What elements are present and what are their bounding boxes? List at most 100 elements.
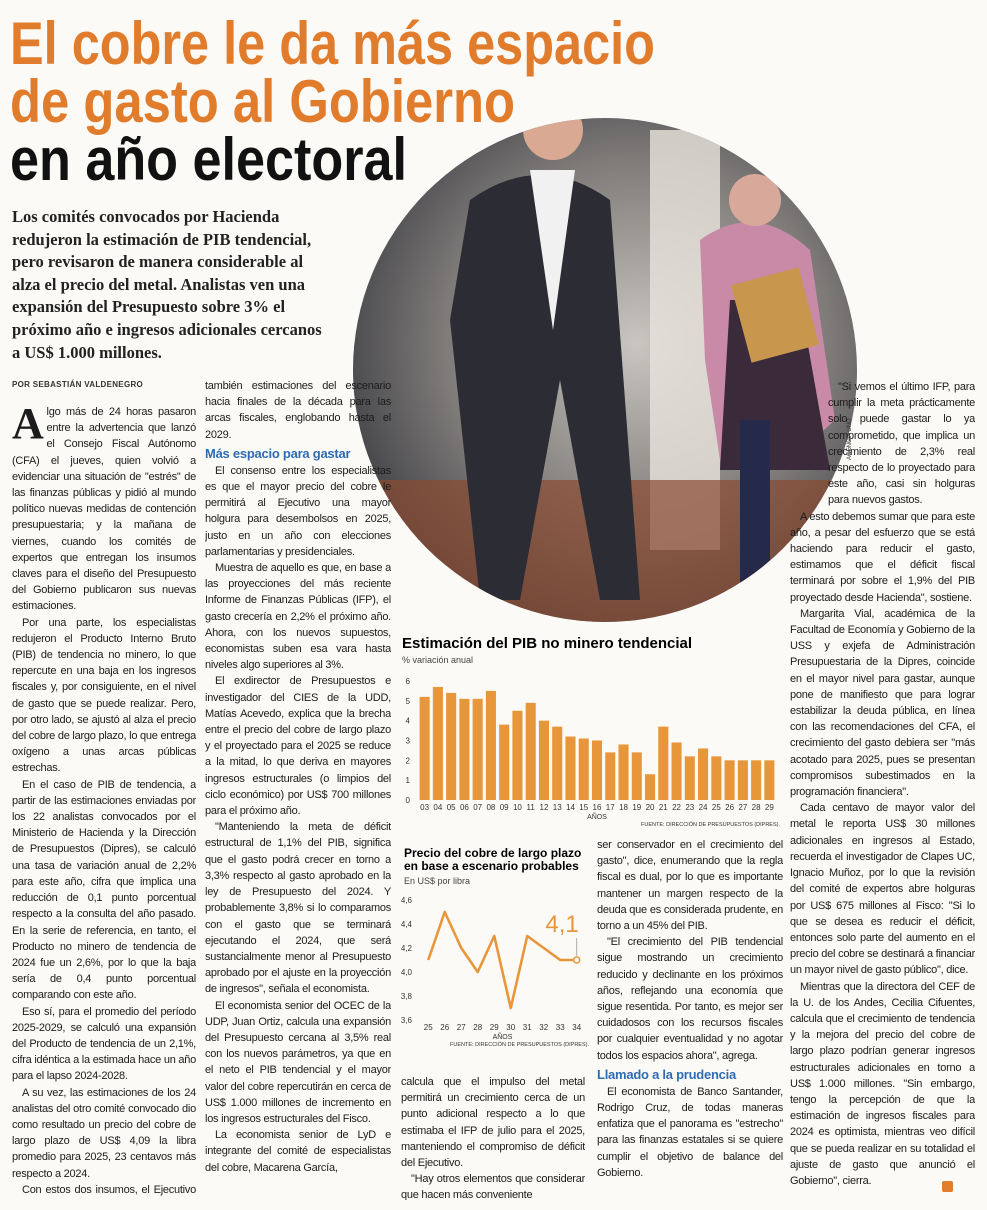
x-tick-label: 13	[553, 803, 562, 812]
x-tick-label: 26	[725, 803, 734, 812]
x-tick-label: 22	[672, 803, 681, 812]
headline-line: de gasto al Gobierno	[10, 68, 515, 135]
x-tick-label: 23	[685, 803, 694, 812]
paragraph: Por una parte, los especialistas redujer…	[12, 616, 196, 775]
x-tick-label: 21	[659, 803, 668, 812]
paragraph: El economista senior del OCEC de la UDP,…	[205, 999, 391, 1125]
x-axis-label: AÑOS	[587, 812, 607, 821]
bar	[459, 698, 470, 800]
x-tick-label: 29	[765, 803, 774, 812]
x-tick-label: 17	[606, 803, 615, 812]
paragraph: también estimaciones del escenario hacia…	[205, 380, 391, 441]
byline: POR SEBASTIÁN VALDENEGRO	[12, 380, 144, 389]
paragraph: Muestra de aquello es que, en base a las…	[205, 562, 391, 672]
x-tick-label: 24	[699, 803, 708, 812]
paragraph: ser conservador en el crecimiento del ga…	[597, 839, 783, 933]
y-tick-label: 0	[406, 796, 411, 805]
bar	[525, 702, 536, 800]
bar	[631, 752, 642, 800]
paragraph: En el caso de PIB de tendencia, a partir…	[12, 778, 196, 1002]
x-tick-label: 18	[619, 803, 628, 812]
y-tick-label: 3	[406, 737, 411, 746]
x-tick-label: 34	[572, 1023, 581, 1032]
chart-title: Estimación del PIB no minero tendencial	[402, 635, 692, 652]
paragraph: Eso sí, para el promedio del período 202…	[12, 1005, 196, 1083]
column: calcula que el impulso del metal permiti…	[401, 1074, 585, 1200]
x-tick-label: 06	[460, 803, 469, 812]
bar	[684, 756, 695, 800]
bar	[658, 726, 669, 800]
value-label: 4,1	[545, 911, 578, 938]
paragraph: A esto debemos sumar que para este año, …	[790, 510, 975, 604]
x-tick-label: 10	[513, 803, 522, 812]
paragraph: Margarita Vial, académica de la Facultad…	[790, 607, 975, 799]
paragraph: "El crecimiento del PIB tendencial sigue…	[597, 936, 783, 1062]
bar	[751, 760, 762, 800]
chart-source: FUENTE: DIRECCIÓN DE PRESUPUESTOS (DIPRE…	[641, 821, 780, 828]
bar	[485, 690, 496, 800]
x-tick-label: 11	[527, 803, 536, 812]
x-tick-label: 16	[593, 803, 602, 812]
x-tick-label: 08	[486, 803, 495, 812]
chart-source: FUENTE: DIRECCIÓN DE PRESUPUESTOS (DIPRE…	[450, 1041, 589, 1048]
x-tick-label: 04	[433, 803, 442, 812]
y-tick-label: 4,6	[401, 896, 413, 905]
x-tick-label: 20	[646, 803, 655, 812]
column: Algo más de 24 horas pasaron entre la ad…	[12, 404, 196, 1200]
x-tick-label: 26	[440, 1023, 449, 1032]
bar	[432, 686, 443, 800]
bar	[538, 720, 550, 800]
x-tick-label: 31	[523, 1023, 532, 1032]
bar	[472, 698, 483, 800]
x-tick-label: 05	[447, 803, 456, 812]
x-tick-label: 32	[539, 1023, 548, 1032]
y-tick-label: 1	[406, 776, 411, 785]
chart-subtitle: En US$ por libra	[404, 876, 470, 886]
bar	[499, 724, 510, 800]
y-tick-label: 4,0	[401, 968, 413, 977]
paragraph: "Manteniendo la meta de déficit estructu…	[205, 821, 391, 996]
x-tick-label: 12	[540, 803, 549, 812]
y-tick-label: 4,2	[401, 944, 413, 953]
photo-credit: AGENCIA UNO	[847, 418, 853, 460]
paragraph: Con estos dos insumos, el Ejecutivo podr…	[12, 1183, 196, 1200]
bar	[644, 774, 656, 800]
bar	[512, 710, 523, 800]
headline-line: en año electoral	[10, 126, 407, 193]
bar	[419, 696, 430, 800]
y-tick-label: 4,4	[401, 920, 413, 929]
x-tick-label: 19	[632, 803, 641, 812]
line	[427, 910, 577, 1010]
x-axis-label: AÑOS	[493, 1032, 513, 1041]
bar	[711, 756, 722, 800]
x-tick-label: 25	[712, 803, 721, 812]
bar	[764, 760, 775, 800]
bar	[446, 692, 457, 800]
paragraph: Cada centavo de mayor valor del metal le…	[790, 802, 975, 977]
x-tick-label: 07	[473, 803, 482, 812]
subhead: Llamado a la prudencia	[597, 1066, 736, 1082]
y-tick-label: 3,6	[401, 1016, 413, 1025]
paragraph: Algo más de 24 horas pasaron entre la ad…	[12, 404, 196, 613]
chart-title: Precio del cobre de largo plazo	[404, 846, 581, 860]
paragraph: La economista senior de LyD e integrante…	[205, 1129, 391, 1174]
x-tick-label: 03	[420, 803, 429, 812]
column: "Si vemos el último IFP, para cumplir la…	[790, 379, 975, 1200]
chart-title: en base a escenario probables	[404, 859, 579, 873]
bar	[737, 760, 748, 800]
chart-subtitle: % variación anual	[402, 655, 473, 665]
bar	[671, 742, 682, 800]
x-tick-label: 15	[579, 803, 588, 812]
paragraph: Mientras que la directora del CEF de la …	[790, 980, 975, 1187]
x-tick-label: 28	[752, 803, 761, 812]
x-tick-label: 29	[490, 1023, 499, 1032]
paragraph: "Si vemos el último IFP, para cumplir la…	[828, 381, 975, 507]
x-tick-label: 14	[566, 803, 575, 812]
x-tick-label: 27	[457, 1023, 466, 1032]
column: ser conservador en el crecimiento del ga…	[597, 837, 783, 1200]
paragraph: A su vez, las estimaciones de los 24 ana…	[12, 1086, 196, 1180]
x-tick-label: 27	[738, 803, 747, 812]
y-tick-label: 2	[406, 756, 411, 765]
